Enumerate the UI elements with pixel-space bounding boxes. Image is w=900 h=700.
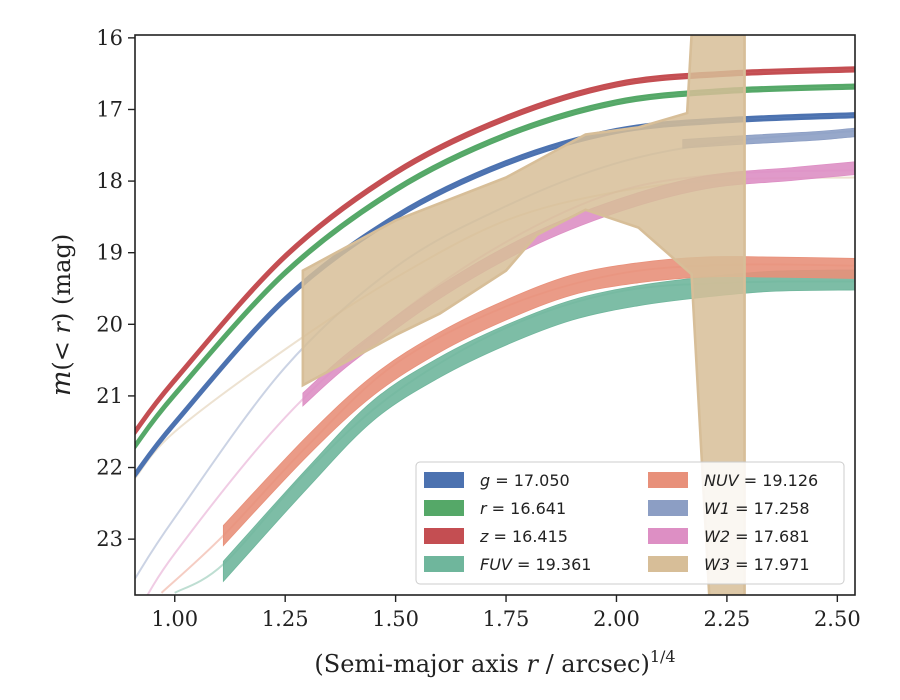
y-axis-label-r: r [48, 320, 76, 333]
y-tick-label: 23 [96, 527, 123, 551]
band-z [135, 66, 855, 436]
legend-item-w2: W2 = 17.681 [648, 527, 810, 546]
band-nuv [222, 256, 855, 547]
band-r [135, 83, 855, 450]
band-w3 [301, 35, 746, 595]
legend-item-r: r = 16.641 [424, 499, 566, 518]
legend-swatch [424, 528, 464, 544]
x-tick-label: 2.25 [704, 607, 751, 631]
legend-swatch [424, 472, 464, 488]
series-bands [135, 35, 855, 595]
x-tick-label: 1.75 [483, 607, 530, 631]
band-fuv [222, 269, 855, 583]
legend-item-fuv: FUV = 19.361 [424, 555, 591, 574]
x-tick-label: 2.50 [814, 607, 861, 631]
y-tick-label: 16 [96, 26, 123, 50]
y-axis-label-rest: ) (mag) [48, 234, 76, 322]
y-tick-label: 20 [96, 312, 123, 336]
legend-item-nuv: NUV = 19.126 [648, 471, 818, 490]
x-tick-label: 1.25 [262, 607, 309, 631]
legend-swatch [648, 556, 688, 572]
legend-swatch [424, 500, 464, 516]
x-tick-label: 1.50 [372, 607, 419, 631]
legend-swatch [424, 556, 464, 572]
legend-label: r = 16.641 [480, 499, 566, 518]
legend-label: FUV = 19.361 [480, 555, 591, 574]
legend-label: W1 = 17.258 [704, 499, 810, 518]
x-axis-label-sup: 1/4 [650, 647, 676, 666]
legend-swatch [648, 500, 688, 516]
x-axis-ticks: 1.00 1.25 1.50 1.75 2.00 2.25 2.50 [151, 595, 861, 631]
x-axis-label-rest: / arcsec) [538, 650, 650, 678]
legend-label: g = 17.050 [480, 471, 570, 490]
x-axis-label-main: (Semi-major axis [314, 650, 526, 678]
y-axis-label-lt: (< [48, 333, 76, 370]
legend-swatch [648, 528, 688, 544]
y-axis-label: m(< r) (mag) [46, 234, 77, 396]
y-tick-label: 17 [96, 97, 123, 121]
x-axis-label: (Semi-major axis r / arcsec)1/4 [314, 647, 675, 678]
legend-item-z: z = 16.415 [424, 527, 568, 546]
plot-frame [134, 34, 856, 596]
y-tick-label: 19 [96, 241, 123, 265]
legend-label: NUV = 19.126 [704, 471, 818, 490]
y-tick-label: 18 [96, 169, 123, 193]
y-axis-ticks: 16 17 18 19 20 21 22 23 [96, 26, 135, 551]
legend-item-w1: W1 = 17.258 [648, 499, 810, 518]
legend-label: W3 = 17.971 [704, 555, 810, 574]
legend-box [415, 461, 845, 585]
y-tick-label: 21 [96, 384, 123, 408]
legend-label: W2 = 17.681 [704, 527, 810, 546]
legend-label: z = 16.415 [479, 527, 568, 546]
x-tick-label: 1.00 [151, 607, 198, 631]
x-axis-label-var: r [526, 650, 539, 678]
legend-item-w3: W3 = 17.971 [648, 555, 810, 574]
legend-item-g: g = 17.050 [424, 471, 570, 490]
y-tick-label: 22 [96, 456, 123, 480]
legend-swatch [648, 472, 688, 488]
x-tick-label: 2.00 [593, 607, 640, 631]
legend: g = 17.050 r = 16.641 z = 16.415 FUV = 19.3… [415, 461, 845, 585]
y-axis-label-m: m [46, 371, 77, 397]
